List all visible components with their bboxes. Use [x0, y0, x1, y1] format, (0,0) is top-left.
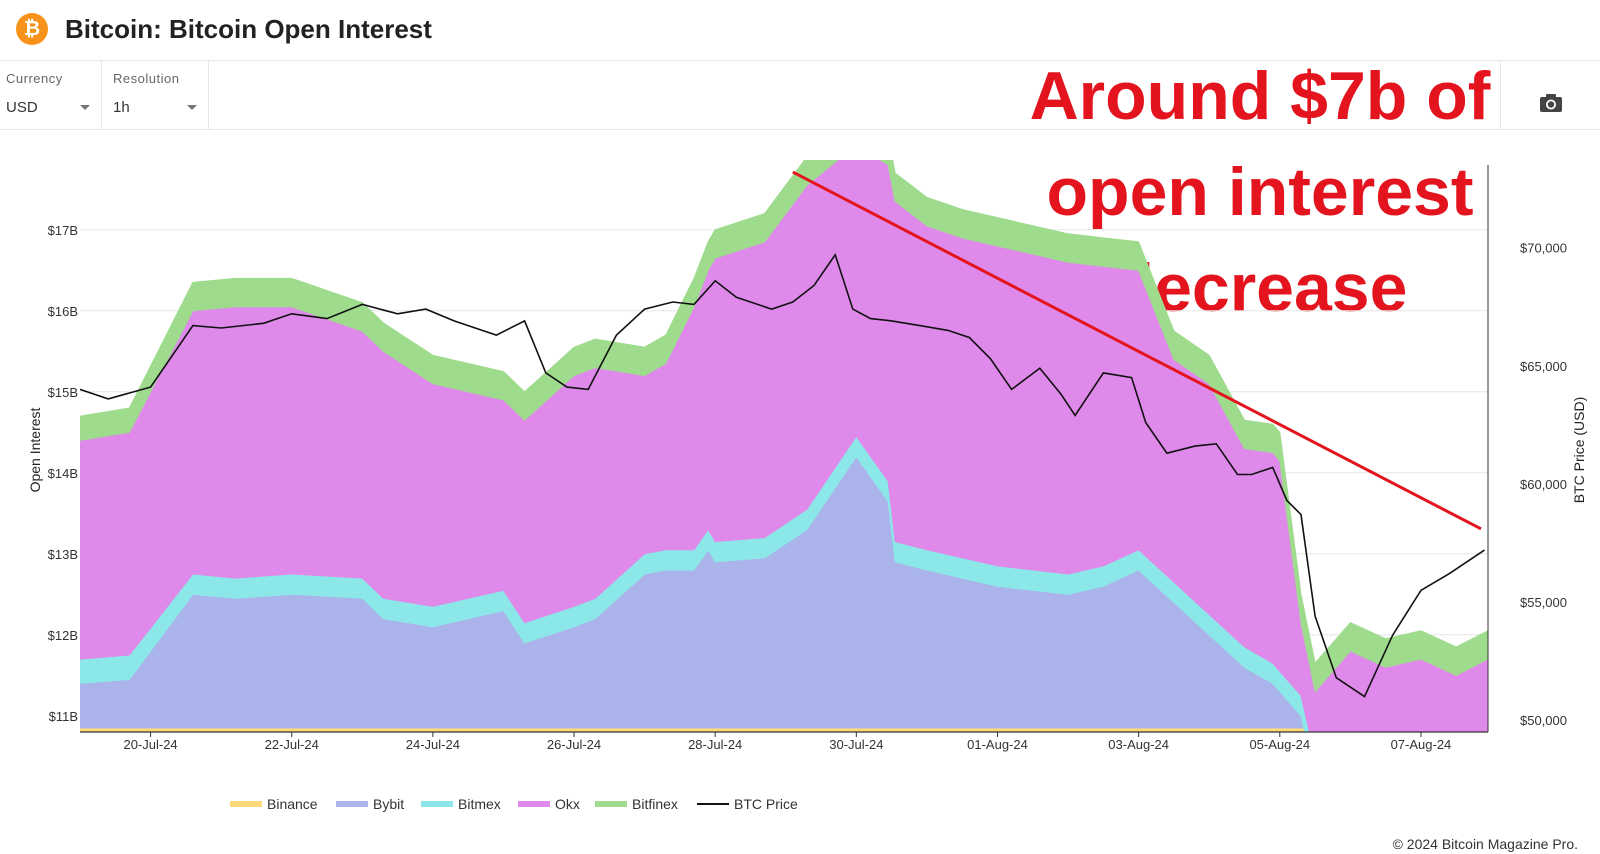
legend-swatch [230, 801, 262, 807]
btc-price-line [80, 253, 1485, 698]
legend-swatch [697, 803, 729, 805]
y-tick-label: $15B [48, 385, 78, 400]
legend-label: Binance [267, 796, 318, 812]
y2-tick-label: $60,000 [1520, 477, 1567, 492]
bitcoin-logo-icon: ₿ [16, 13, 48, 45]
y-tick-label: $17B [48, 223, 78, 238]
area-series-binance [80, 727, 1488, 732]
y-tick-label: $16B [48, 304, 78, 319]
annotation-line: Around $7b of [1029, 58, 1491, 134]
legend-swatch [336, 801, 368, 807]
annotation-line: open interest [1046, 154, 1474, 230]
legend-label: Okx [555, 796, 580, 812]
chart-toolbar: Currency USD Resolution 1h [0, 61, 1600, 130]
chart-legend: Binance Bybit Bitmex Okx Bitfinex BTC Pr… [0, 796, 1600, 820]
legend-label: Bitfinex [632, 796, 678, 812]
page-title: Bitcoin: Bitcoin Open Interest [65, 14, 432, 44]
y-tick-label: $14B [48, 466, 78, 481]
x-tick-label: 26-Jul-24 [547, 737, 601, 752]
currency-value: USD [6, 99, 38, 116]
x-tick-label: 20-Jul-24 [123, 737, 177, 752]
y2-tick-label: $65,000 [1520, 359, 1567, 374]
y2-tick-label: $70,000 [1520, 241, 1567, 256]
x-tick-label: 05-Aug-24 [1249, 737, 1310, 752]
y-tick-label: $11B [49, 709, 78, 724]
x-tick-label: 28-Jul-24 [688, 737, 742, 752]
resolution-label: Resolution [113, 71, 180, 86]
trend-line [792, 170, 1482, 531]
currency-label: Currency [6, 71, 63, 86]
y2-axis-title: BTC Price (USD) [1571, 397, 1587, 504]
camera-icon [1540, 94, 1562, 112]
chevron-down-icon [80, 105, 90, 110]
currency-select[interactable]: Currency USD [0, 61, 102, 129]
resolution-select[interactable]: Resolution 1h [102, 61, 209, 129]
area-series-bitfinex [80, 160, 1488, 693]
header-bar: ₿ Bitcoin: Bitcoin Open Interest [0, 0, 1600, 61]
y-tick-label: $12B [48, 628, 78, 643]
legend-swatch [595, 801, 627, 807]
y2-tick-label: $55,000 [1520, 595, 1567, 610]
legend-label: Bitmex [458, 796, 501, 812]
x-tick-label: 01-Aug-24 [967, 737, 1028, 752]
x-tick-label: 24-Jul-24 [406, 737, 460, 752]
legend-swatch [421, 801, 453, 807]
legend-swatch [518, 801, 550, 807]
camera-button[interactable] [1500, 61, 1600, 129]
legend-label: BTC Price [734, 796, 798, 812]
x-tick-label: 07-Aug-24 [1391, 737, 1452, 752]
copyright-text: © 2024 Bitcoin Magazine Pro. [1392, 836, 1578, 852]
y2-tick-label: $50,000 [1520, 713, 1567, 728]
y-axis-title: Open Interest [27, 407, 43, 492]
y-tick-label: $13B [48, 547, 78, 562]
chevron-down-icon [187, 105, 197, 110]
x-tick-label: 22-Jul-24 [265, 737, 319, 752]
open-interest-chart: $11B $12B $13B $14B $15B $16B $17B $50,000 $55,0… [27, 160, 1587, 752]
x-tick-label: 03-Aug-24 [1108, 737, 1169, 752]
x-tick-label: 30-Jul-24 [829, 737, 883, 752]
legend-label: Bybit [373, 796, 405, 812]
resolution-value: 1h [113, 99, 130, 116]
